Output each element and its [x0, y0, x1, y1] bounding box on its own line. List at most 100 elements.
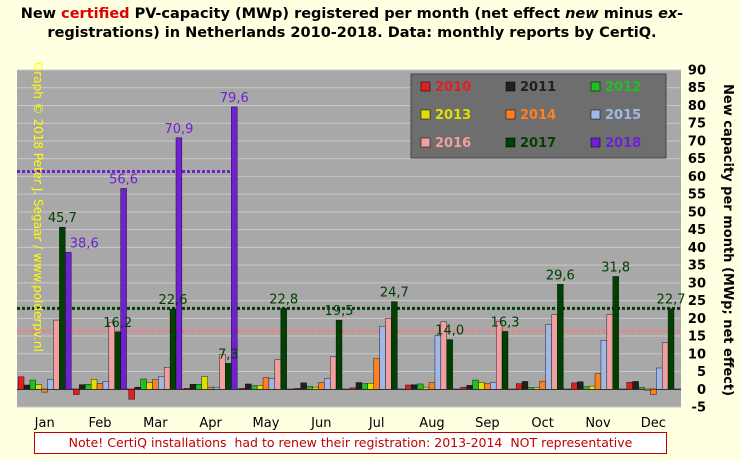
bar-2012-Nov	[583, 386, 590, 390]
x-tick-label: Aug	[419, 416, 444, 431]
data-label: 16,3	[491, 315, 520, 330]
axes: -5 0 5 10 15 20 25 30 35 40 45 50 55 60 65 70 75 80 85 90 Ja…	[34, 64, 706, 432]
bar-2014-Dec	[650, 389, 657, 395]
bar-2012-Dec	[638, 387, 645, 390]
bar-2011-Apr	[189, 384, 197, 390]
bar-2011-Oct	[521, 381, 529, 390]
bar-2017-Sep	[501, 331, 509, 390]
bar-2014-Mar	[152, 379, 159, 390]
bar-2015-Oct	[545, 324, 552, 390]
data-label: 22,8	[269, 292, 298, 307]
bar-2016-Mar	[163, 367, 171, 390]
bar-2013-Jun	[312, 386, 319, 390]
bar-2011-Jan	[23, 384, 31, 390]
bar-2013-Aug	[422, 386, 430, 390]
bar-2013-Oct	[533, 387, 540, 390]
bar-2016-Jan	[53, 319, 60, 390]
bar-2016-Dec	[661, 342, 669, 390]
legend-label-2016: 2016	[435, 136, 471, 151]
legend-swatch-2014	[505, 109, 516, 120]
legend-label-2010: 2010	[435, 80, 471, 95]
data-label: 45,7	[48, 211, 77, 226]
legend-swatch-2017	[505, 137, 516, 148]
y-tick-label: 40	[688, 241, 706, 256]
bar-2012-Apr	[195, 384, 203, 390]
data-label: 24,7	[380, 286, 409, 301]
bar-2017-May	[280, 308, 287, 390]
x-tick-label: May	[253, 416, 280, 431]
x-tick-label: Mar	[143, 416, 168, 431]
credit-text: Graph © 2018 Peter J. Segaar / www.polde…	[31, 62, 45, 352]
bar-2012-Jan	[29, 379, 37, 390]
bar-2012-Oct	[527, 387, 535, 390]
bar-2015-Aug	[434, 335, 442, 390]
y-tick-label: 25	[688, 294, 706, 309]
data-label: 14,0	[435, 324, 464, 339]
bar-2013-Feb	[90, 379, 98, 390]
x-tick-label: Oct	[531, 416, 553, 431]
x-tick-label: Apr	[199, 416, 222, 431]
bar-2012-Sep	[472, 379, 479, 390]
legend-swatch-2010	[420, 81, 431, 92]
chart-title-line2: registrations) in Netherlands 2010-2018.…	[47, 25, 656, 41]
y-tick-label: 50	[688, 205, 706, 220]
chart-title-line1: New certified PV-capacity (MWp) register…	[21, 6, 684, 22]
bar-2017-Dec	[667, 308, 675, 390]
x-tick-label: Jun	[310, 416, 331, 431]
data-label: 22,7	[657, 293, 686, 308]
bar-2012-Aug	[417, 383, 424, 390]
data-label: 38,6	[70, 236, 99, 251]
bar-2017-Feb	[114, 331, 121, 390]
bar-2012-May	[251, 385, 258, 390]
y-tick-label: 60	[688, 170, 706, 185]
bar-2017-Jan	[59, 226, 66, 390]
legend-label-2017: 2017	[520, 136, 556, 151]
bar-2014-Jan	[41, 389, 48, 393]
bar-2016-Feb	[108, 322, 115, 390]
data-label: 7,3	[218, 347, 239, 362]
bar-2012-Mar	[140, 378, 147, 390]
bar-2014-Jun	[318, 382, 325, 390]
bar-2017-Nov	[612, 276, 619, 390]
bar-2018-Jan	[65, 252, 72, 390]
bar-2010-Jul	[349, 387, 357, 390]
bar-2014-Sep	[484, 383, 491, 390]
bar-2014-May	[262, 377, 270, 390]
bar-2011-Dec	[632, 381, 639, 390]
legend-swatch-2015	[590, 109, 601, 120]
bar-2013-Apr	[201, 376, 208, 390]
bar-2014-Jul	[373, 358, 380, 390]
bar-2013-Dec	[644, 389, 651, 391]
bar-2016-Oct	[551, 314, 558, 390]
bar-2016-Sep	[495, 320, 503, 390]
bar-2015-Sep	[490, 382, 497, 390]
bar-2017-Jul	[391, 301, 398, 390]
x-tick-label: Nov	[585, 416, 611, 431]
bar-2014-Aug	[428, 382, 436, 390]
bar-2015-Mar	[158, 376, 165, 390]
x-tick-label: Jan	[34, 416, 55, 431]
bar-2018-Feb	[120, 188, 127, 390]
y-tick-label: 5	[697, 365, 706, 380]
data-label: 70,9	[164, 122, 193, 137]
bar-2010-Dec	[626, 381, 633, 390]
y-tick-label: 15	[688, 330, 706, 345]
bar-2013-Sep	[478, 382, 485, 390]
y-tick-label: 55	[688, 188, 706, 203]
bar-2010-Feb	[73, 389, 80, 395]
bar-2010-May	[239, 387, 246, 390]
bar-2013-Jul	[367, 383, 374, 390]
y-axis-label: New capacity per month (MWp; net effect)	[720, 84, 735, 396]
x-tick-label: Sep	[475, 416, 500, 431]
bar-2016-Jun	[329, 356, 337, 390]
bar-2010-Apr	[183, 387, 191, 390]
bar-2010-Mar	[128, 389, 135, 400]
bar-2013-May	[256, 385, 264, 390]
y-tick-label: 75	[688, 117, 706, 132]
bar-2010-Oct	[515, 383, 523, 390]
y-tick-label: 20	[688, 312, 706, 327]
bar-2010-Nov	[571, 382, 578, 390]
bar-2014-Oct	[539, 380, 546, 390]
bar-2015-Jun	[324, 378, 331, 390]
y-tick-label: 0	[697, 383, 706, 398]
